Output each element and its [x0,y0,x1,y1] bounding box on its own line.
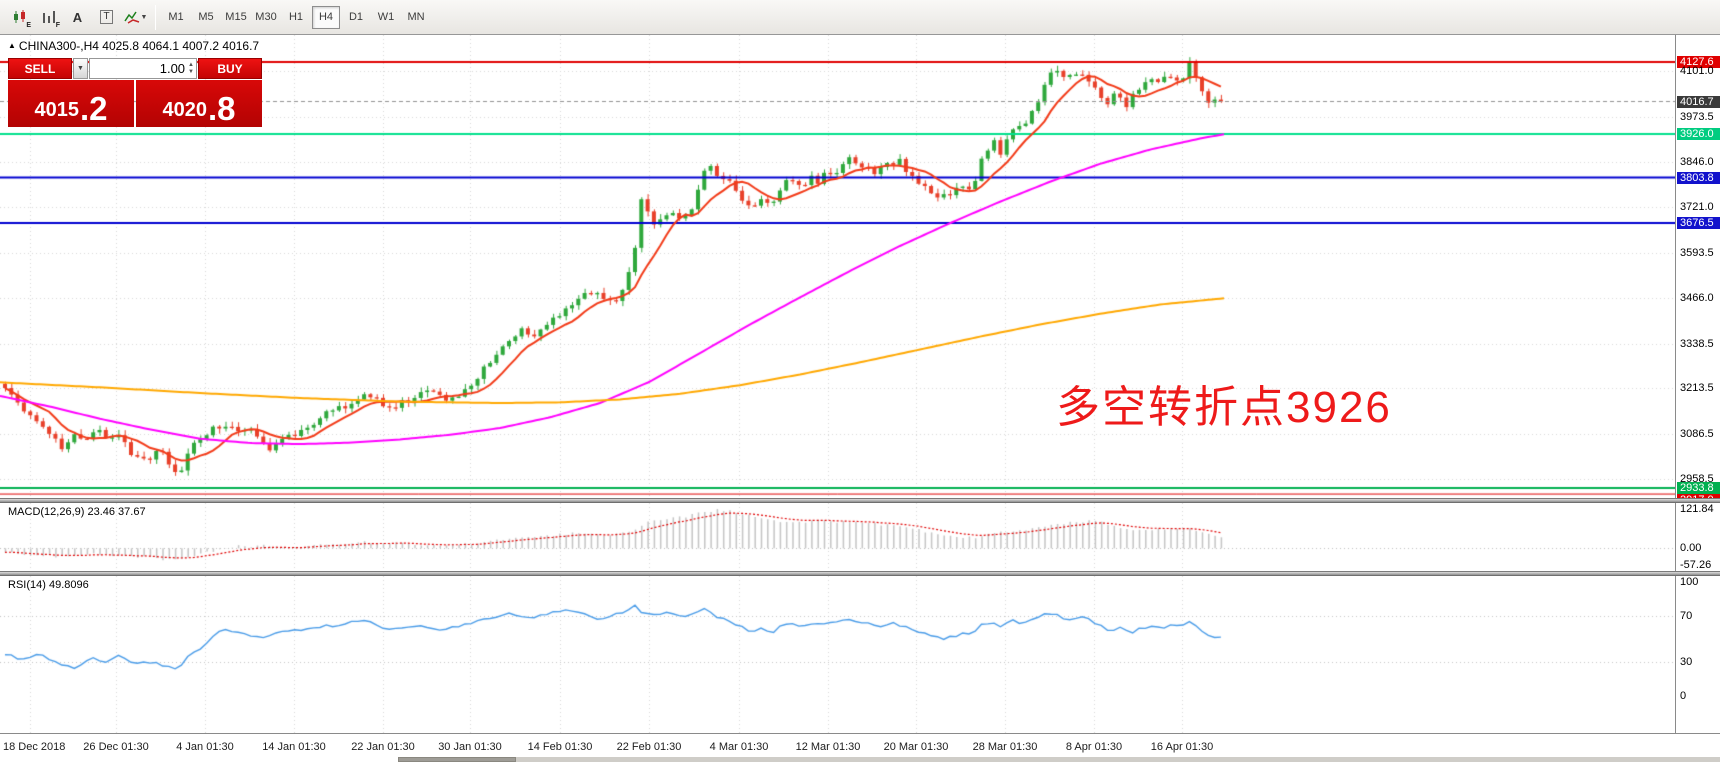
price-label-3213.5: 3213.5 [1680,382,1714,395]
one-click-trading-panel: SELL ▼ 1.00 ▲ ▼ BUY 4015.2 4020.8 [8,58,262,127]
horizontal-scrollbar-thumb[interactable] [398,757,516,762]
toolbar-separator [155,4,156,30]
spin-up-icon[interactable]: ▲ [188,61,194,68]
macd-axis[interactable]: 121.84 0.00 -57.26 [1675,503,1720,571]
main-chart-pane: ▲ CHINA300-,H4 4025.8 4064.1 4007.2 4016.… [0,35,1720,498]
rsi-label: RSI(14) 49.8096 [8,579,89,591]
timeframe-h4[interactable]: H4 [312,5,340,29]
price-label-3846.0: 3846.0 [1680,156,1714,169]
macd-canvas[interactable] [0,503,1675,571]
time-label: 22 Feb 01:30 [616,741,682,753]
chart-title-text: CHINA300-,H4 4025.8 4064.1 4007.2 4016.7 [18,39,260,53]
price-label-3593.5: 3593.5 [1680,246,1714,259]
time-label: 26 Dec 01:30 [83,741,149,753]
time-label: 30 Jan 01:30 [438,741,502,753]
chart-title: ▲ CHINA300-,H4 4025.8 4064.1 4007.2 4016.… [8,39,259,53]
price-label-4127.6: 4127.6 [1677,55,1720,68]
panel-splitter[interactable] [0,571,1720,576]
time-label: 22 Jan 01:30 [351,741,415,753]
toolbar-icon-group: E F A T ▼ [6,0,149,34]
toolbar: E F A T ▼ M1 M5 M15 M30 H1 H4 D1 W1 MN [0,0,1720,35]
volume-spinner[interactable]: ▲ ▼ [188,62,194,76]
volume-dropdown-button[interactable]: ▼ [73,58,88,79]
time-label: 28 Mar 01:30 [972,741,1038,753]
price-label-3676.5: 3676.5 [1677,216,1720,229]
collapse-arrow-icon[interactable]: ▲ [8,41,16,50]
price-label-3338.5: 3338.5 [1680,337,1714,350]
price-label-2933.8: 2933.8 [1677,482,1720,495]
macd-pane: MACD(12,26,9) 23.46 37.67 121.84 0.00 -57.… [0,503,1720,571]
timeframe-button-group: M1 M5 M15 M30 H1 H4 D1 W1 MN [162,0,430,34]
sell-price[interactable]: 4015.2 [8,80,134,127]
volume-value: 1.00 [159,61,186,76]
price-label-3721.0: 3721.0 [1680,201,1714,214]
timeframe-w1[interactable]: W1 [372,6,400,29]
rsi-pane: RSI(14) 49.8096 100 70 30 0 [0,576,1720,733]
cursor-icon[interactable]: A [64,5,91,30]
price-label-3086.5: 3086.5 [1680,427,1714,440]
rsi-axis-label: 0 [1680,690,1687,702]
rsi-canvas[interactable] [0,576,1675,733]
main-chart-canvas[interactable] [0,35,1675,498]
timeframe-m5[interactable]: M5 [192,6,220,29]
macd-axis-label: 0.00 [1680,542,1702,555]
price-label-3973.5: 3973.5 [1680,110,1714,123]
chevron-down-icon: ▼ [77,65,84,72]
time-label: 14 Feb 01:30 [527,741,593,753]
macd-axis-label: -57.26 [1680,559,1712,571]
rsi-axis-label: 70 [1680,610,1693,623]
time-label: 4 Mar 01:30 [709,741,769,753]
timeframe-mn[interactable]: MN [402,6,430,29]
time-label: 4 Jan 01:30 [176,741,234,753]
price-label-4016.7: 4016.7 [1677,95,1720,108]
indicators-icon[interactable]: ▼ [122,5,149,30]
rsi-axis-label: 100 [1680,576,1699,588]
price-label-3803.8: 3803.8 [1677,171,1720,184]
time-label: 12 Mar 01:30 [795,741,861,753]
bottom-bar [0,757,1720,762]
timeframe-m1[interactable]: M1 [162,6,190,29]
horizontal-scrollbar-track[interactable] [398,757,1720,762]
price-axis[interactable]: 4127.6 4101.0 4016.7 3973.5 3926.0 3846.0 3803… [1675,35,1720,498]
timeframe-m15[interactable]: M15 [222,6,250,29]
time-axis[interactable]: 18 Dec 2018 26 Dec 01:30 4 Jan 01:30 14 Jan… [0,733,1720,757]
panel-splitter[interactable] [0,498,1720,503]
macd-axis-label: 121.84 [1680,503,1714,515]
buy-button[interactable]: BUY [198,58,262,79]
spin-down-icon[interactable]: ▼ [188,68,194,75]
macd-label: MACD(12,26,9) 23.46 37.67 [8,506,146,518]
price-label-4101.0: 4101.0 [1680,65,1714,78]
price-label-3466.0: 3466.0 [1680,292,1714,305]
price-label-2917.0: 2917.0 [1677,494,1720,498]
buy-price[interactable]: 4020.8 [136,80,262,127]
price-label-3926.0: 3926.0 [1677,127,1720,140]
time-label: 20 Mar 01:30 [883,741,949,753]
volume-input[interactable]: 1.00 ▲ ▼ [89,58,197,79]
time-label: 16 Apr 01:30 [1150,741,1214,753]
timeframe-h1[interactable]: H1 [282,6,310,29]
rsi-axis-label: 30 [1680,655,1693,668]
time-label: 8 Apr 01:30 [1065,741,1123,753]
sell-button[interactable]: SELL [8,58,72,79]
timeframe-m30[interactable]: M30 [252,6,280,29]
time-label: 14 Jan 01:30 [262,741,326,753]
rsi-axis[interactable]: 100 70 30 0 [1675,576,1720,733]
text-tool-icon[interactable]: T [93,5,120,30]
bar-chart-icon[interactable]: F [35,5,62,30]
timeframe-d1[interactable]: D1 [342,6,370,29]
chart-annotation[interactable]: 多空转折点3926 [1056,383,1392,432]
time-label: 18 Dec 2018 [3,741,66,753]
candlestick-chart-icon[interactable]: E [6,5,33,30]
